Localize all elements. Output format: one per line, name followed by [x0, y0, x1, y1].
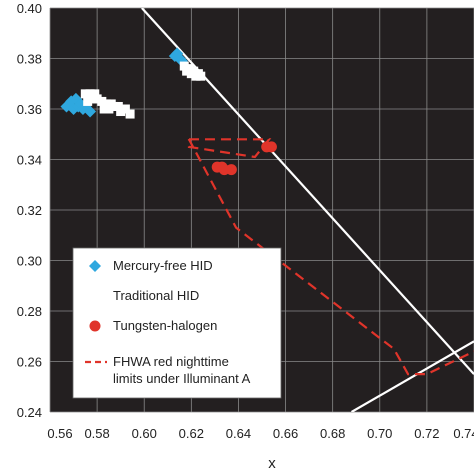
- data-point: [84, 105, 97, 118]
- data-point: [85, 89, 95, 99]
- x-tick-labels: 0.56 0.58 0.60 0.62 0.64 0.66 0.68 0.70 0.72 0.74: [47, 426, 474, 441]
- y-tick-label: 0.36: [17, 102, 42, 117]
- legend: Mercury-free HID Traditional HID Tungsten-…: [72, 247, 282, 399]
- legend-entry: Traditional HID: [90, 288, 199, 303]
- fhwa-limit-line: [187, 138, 474, 376]
- x-tick-label: 0.58: [84, 426, 109, 441]
- x-tick-label: 0.74: [453, 426, 474, 441]
- x-tick-label: 0.64: [226, 426, 251, 441]
- data-point: [120, 104, 130, 114]
- data-point: [97, 96, 107, 106]
- data-point: [184, 64, 194, 74]
- data-series: [60, 47, 474, 376]
- data-point: [125, 109, 135, 119]
- y-tick-label: 0.28: [17, 304, 42, 319]
- boundary-line: [350, 340, 474, 412]
- data-point: [87, 94, 97, 104]
- series-square: [80, 61, 206, 119]
- data-point: [102, 99, 112, 109]
- data-point: [90, 89, 100, 99]
- y-tick-label: 0.40: [17, 1, 42, 16]
- x-tick-label: 0.62: [179, 426, 204, 441]
- legend-box: [72, 247, 282, 399]
- data-point: [83, 96, 93, 106]
- legend-entry: Tungsten-halogen: [89, 318, 217, 333]
- data-point: [92, 94, 102, 104]
- data-point: [196, 71, 206, 81]
- data-point: [113, 101, 123, 111]
- y-tick-label: 0.30: [17, 254, 42, 269]
- data-point: [116, 107, 126, 117]
- y-tick-label: 0.26: [17, 355, 42, 370]
- legend-label: Tungsten-halogen: [113, 318, 217, 333]
- legend-entry: Mercury-free HID: [89, 258, 213, 273]
- y-tick-label: 0.34: [17, 153, 42, 168]
- data-point: [109, 101, 119, 111]
- legend-entry: FHWA red nighttime limits under Illuminan…: [85, 354, 251, 386]
- x-tick-label: 0.72: [414, 426, 439, 441]
- x-tick-label: 0.60: [132, 426, 157, 441]
- legend-swatch: [90, 291, 100, 301]
- y-tick-label: 0.38: [17, 52, 42, 67]
- data-point: [225, 164, 237, 176]
- y-tick-label: 0.32: [17, 203, 42, 218]
- y-tick-labels: 0.24 0.26 0.28 0.30 0.32 0.34 0.36 0.38 0.40: [17, 1, 42, 420]
- x-tick-label: 0.56: [47, 426, 72, 441]
- data-point: [265, 141, 277, 153]
- data-point: [80, 89, 90, 99]
- x-axis-title: x: [268, 455, 276, 472]
- data-point: [104, 104, 114, 114]
- legend-swatch: [89, 320, 101, 332]
- series-circle: [211, 141, 277, 176]
- legend-label-cont: limits under Illuminant A: [113, 371, 251, 386]
- y-tick-label: 0.24: [17, 405, 42, 420]
- data-point: [189, 66, 199, 76]
- series-diamond: [60, 47, 188, 118]
- legend-label: FHWA red nighttime: [113, 354, 229, 369]
- data-point: [179, 61, 189, 71]
- legend-swatch: [89, 260, 101, 272]
- x-tick-label: 0.70: [367, 426, 392, 441]
- data-point: [99, 104, 109, 114]
- legend-label: Traditional HID: [113, 288, 199, 303]
- x-tick-label: 0.66: [273, 426, 298, 441]
- x-tick-label: 0.68: [320, 426, 345, 441]
- legend-label: Mercury-free HID: [113, 258, 213, 273]
